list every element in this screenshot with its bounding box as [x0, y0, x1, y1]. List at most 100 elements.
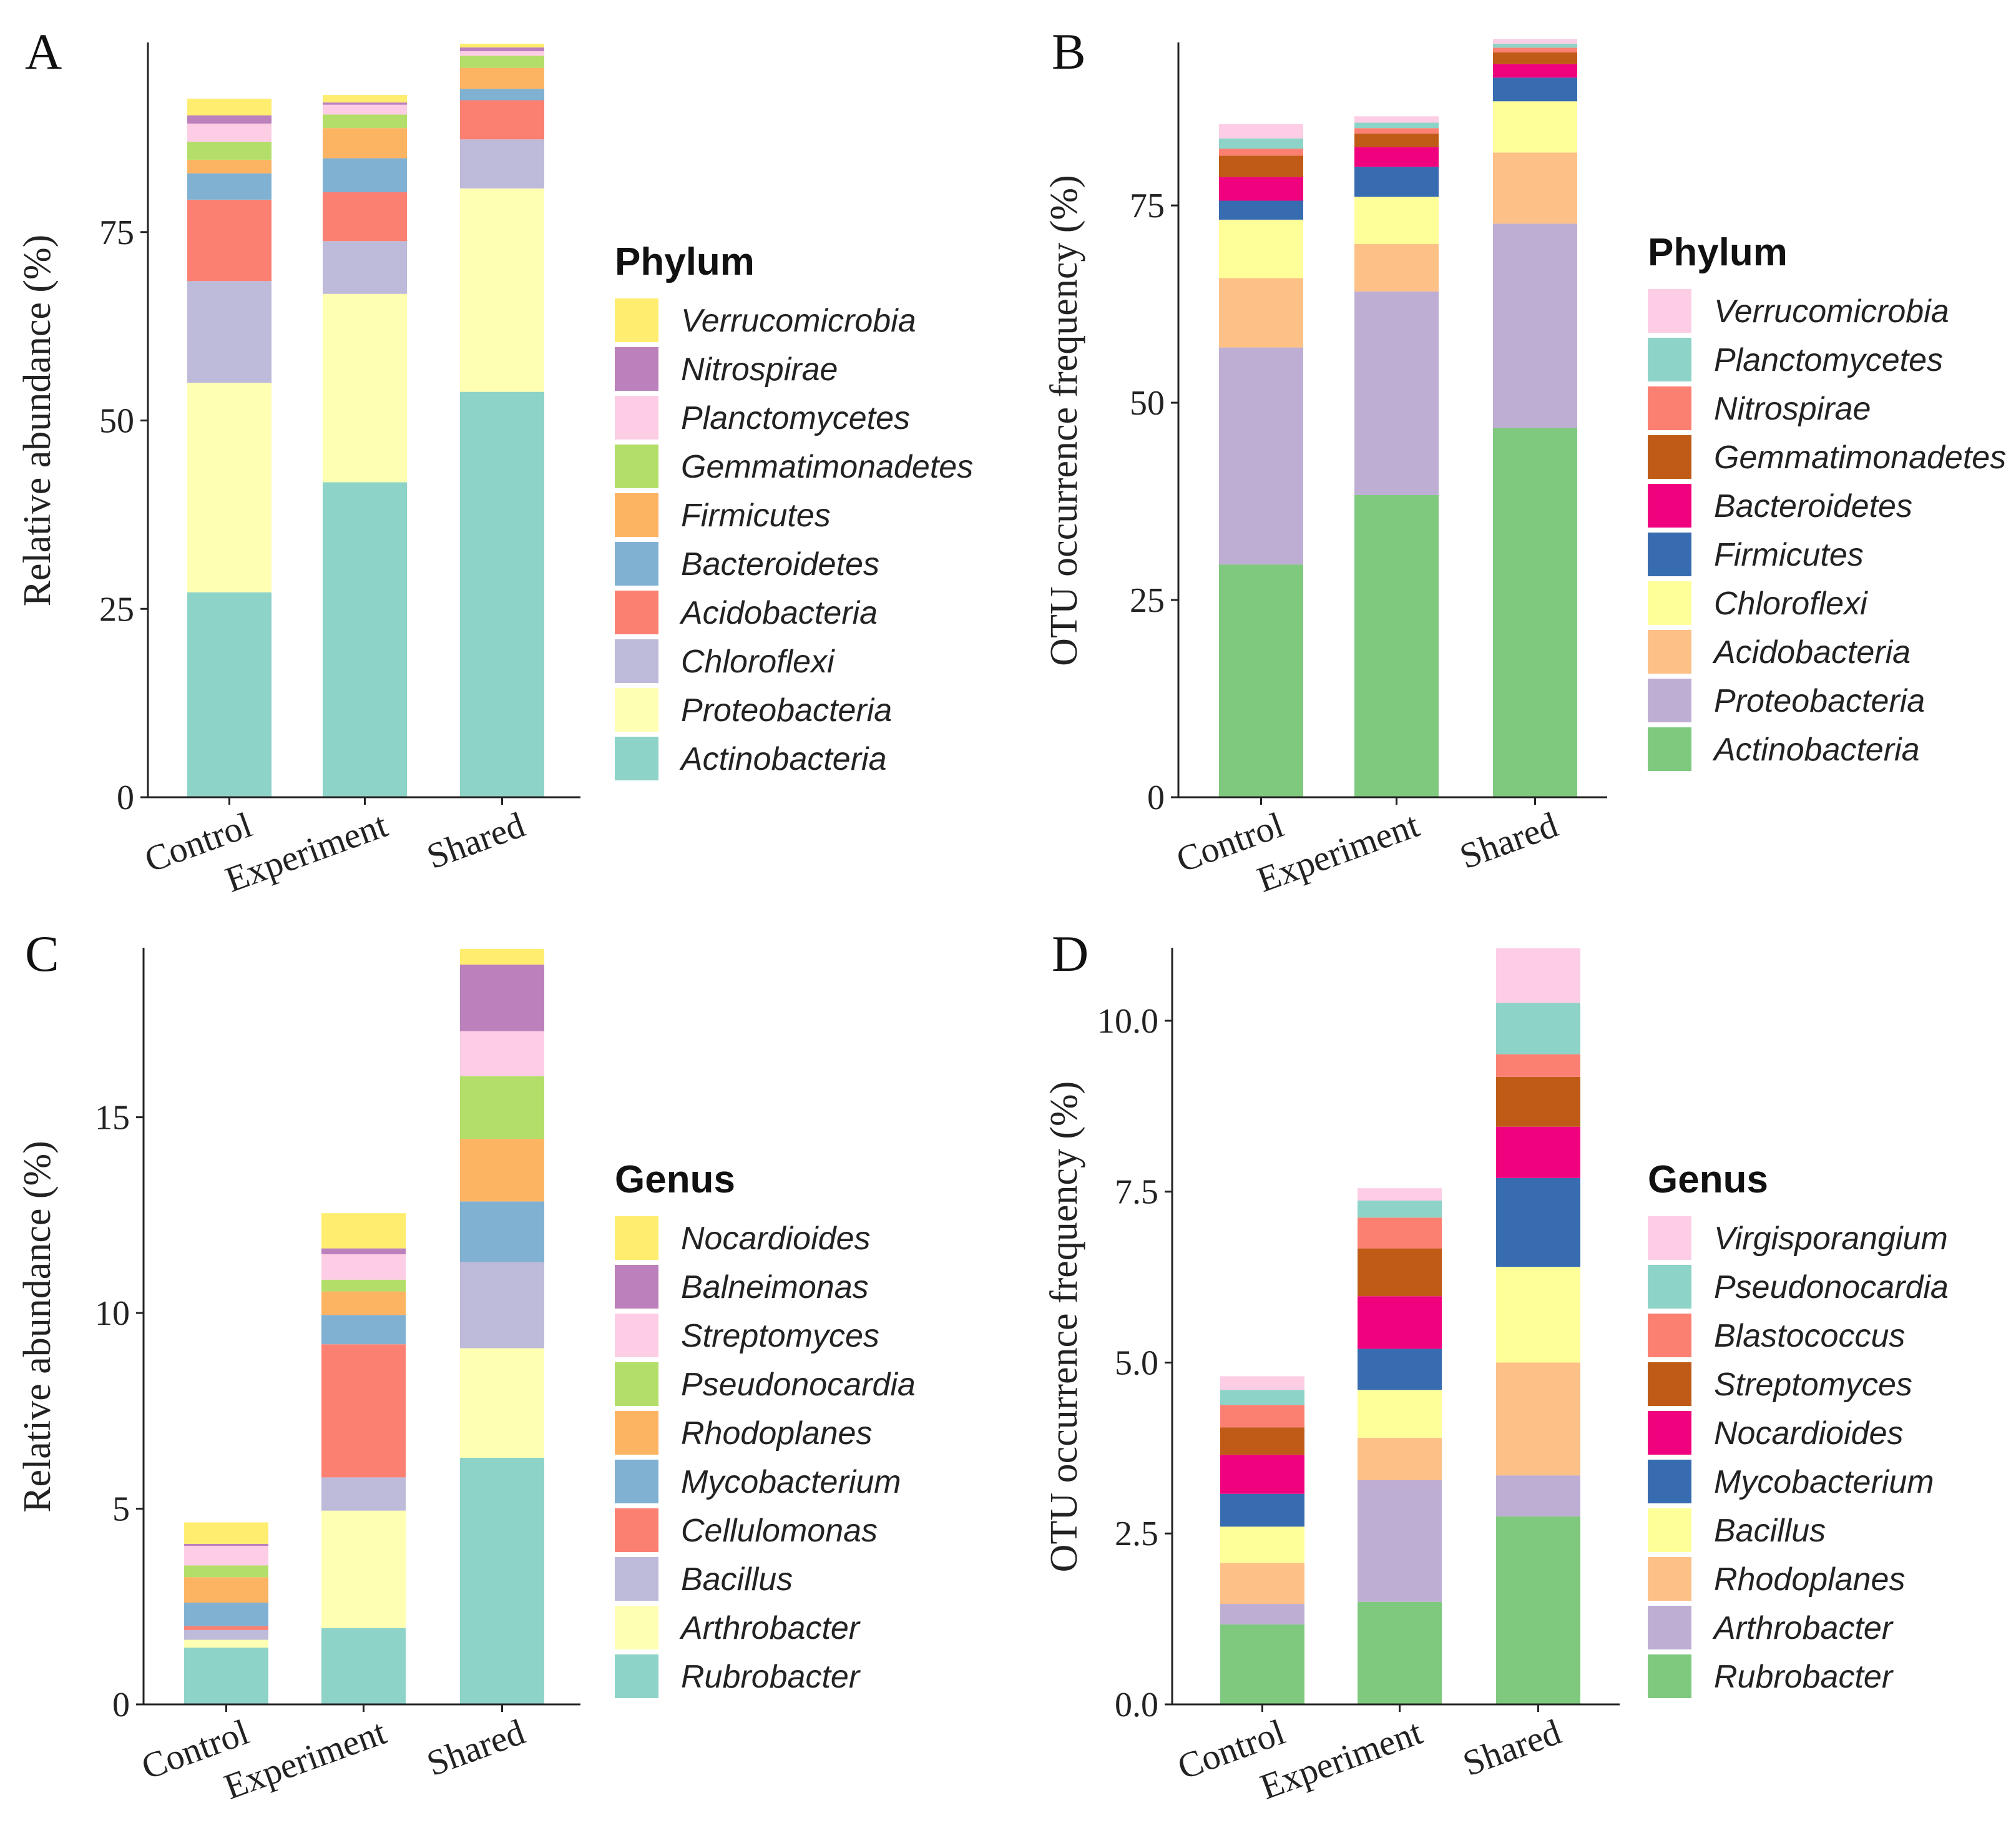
bar-segment-planctomycetes [1219, 138, 1303, 149]
bar-segment-verrucomicrobia [323, 95, 407, 103]
bar-segment-arthrobacter [1496, 1475, 1580, 1516]
legend-swatch [615, 688, 658, 732]
bar-segment-chloroflexi [1493, 101, 1577, 153]
legend-label: Nocardioides [681, 1221, 871, 1257]
legend-swatch [1648, 1460, 1691, 1503]
bar-segment-nitrospirae [460, 47, 544, 52]
bar-segment-rhodoplanes [1358, 1437, 1442, 1480]
legend-swatch [1648, 679, 1691, 722]
legend-swatch [615, 1265, 658, 1309]
legend-item: Virgisporangium [1648, 1216, 1948, 1260]
bar-segment-planctomycetes [1493, 44, 1577, 48]
legend-item: Verrucomicrobia [1648, 289, 1949, 333]
bar-segment-proteobacteria [460, 188, 544, 392]
legend-title: Phylum [1648, 231, 1788, 274]
bar-segment-rhodoplanes [1496, 1362, 1580, 1476]
bar-segment-planctomycetes [1354, 122, 1439, 129]
bar-stack-shared [1493, 39, 1577, 797]
bar-segment-gemmatimonadetes [1493, 52, 1577, 64]
bar-segment-gemmatimonadetes [187, 141, 272, 160]
bar-segment-firmicutes [323, 128, 407, 159]
legend-label: Verrucomicrobia [1714, 293, 1949, 330]
y-tick-label: 50 [1130, 384, 1165, 423]
legend-swatch [615, 445, 658, 488]
legend-label: Bacteroidetes [1714, 488, 1912, 524]
legend-item: Acidobacteria [1648, 630, 1911, 674]
legend-item: Proteobacteria [615, 688, 892, 732]
bar-segment-nitrospirae [323, 102, 407, 105]
legend-title: Genus [615, 1158, 735, 1201]
bar-segment-mycobacterium [460, 1201, 544, 1262]
bar-segment-verrucomicrobia [187, 99, 272, 115]
bar-segment-nitrospirae [1219, 149, 1303, 156]
bar-segment-bacillus [321, 1477, 406, 1511]
legend-label: Blastococcus [1714, 1318, 1905, 1354]
legend-swatch [615, 639, 658, 683]
legend-item: Cellulomonas [615, 1508, 878, 1552]
legend-swatch [1648, 630, 1691, 674]
legend-swatch [1648, 435, 1691, 479]
bar-segment-bacteroidetes [187, 173, 272, 200]
legend-swatch [615, 1362, 658, 1406]
bar-segment-nitrospirae [1493, 47, 1577, 52]
legend-item: Rubrobacter [1648, 1654, 1894, 1698]
bar-segment-actinobacteria [1493, 428, 1577, 797]
bar-segment-nocardioides [460, 949, 544, 965]
y-axis-label: Relative abundance (%) [16, 1141, 59, 1513]
bar-segment-acidobacteria [187, 199, 272, 282]
y-tick-label: 75 [99, 214, 134, 252]
legend-item: Rubrobacter [615, 1654, 861, 1698]
y-tick-label: 25 [99, 590, 134, 629]
y-tick-label: 0.0 [1115, 1686, 1158, 1724]
bar-segment-acidobacteria [323, 192, 407, 242]
bar-segment-proteobacteria [1219, 347, 1303, 565]
legend-label: Bacillus [1714, 1513, 1826, 1549]
bar-segment-rubrobacter [184, 1648, 268, 1704]
bar-segment-balneimonas [184, 1543, 268, 1546]
panel-label: C [25, 925, 59, 982]
legend-swatch [1648, 484, 1691, 528]
legend-item: Gemmatimonadetes [615, 445, 973, 488]
bar-segment-bacteroidetes [1219, 177, 1303, 201]
bar-segment-rubrobacter [1358, 1601, 1442, 1704]
legend-item: Chloroflexi [1648, 581, 1868, 625]
bar-stack-shared [1496, 948, 1580, 1704]
legend-label: Acidobacteria [679, 595, 878, 631]
bar-segment-firmicutes [1493, 77, 1577, 102]
legend-swatch [615, 542, 658, 586]
bar-segment-acidobacteria [1219, 278, 1303, 348]
bar-segment-streptomyces [1220, 1427, 1304, 1455]
legend-title: Genus [1648, 1158, 1768, 1201]
legend-label: Arthrobacter [1712, 1610, 1894, 1646]
y-tick-label: 0 [112, 1686, 130, 1724]
bar-segment-acidobacteria [1493, 152, 1577, 224]
bar-segment-blastococcus [1220, 1405, 1304, 1428]
legend-item: Acidobacteria [615, 591, 878, 634]
y-tick-label: 5.0 [1115, 1344, 1158, 1382]
legend-item: Chloroflexi [615, 639, 835, 683]
legend-swatch [1648, 1314, 1691, 1357]
y-axis-label: OTU occurrence frequency (%) [1043, 175, 1085, 666]
bar-segment-cellulomonas [321, 1344, 406, 1478]
bar-stack-experiment [1354, 116, 1439, 797]
legend-swatch [615, 737, 658, 780]
bar-segment-verrucomicrobia [1354, 116, 1439, 123]
legend-swatch [1648, 1265, 1691, 1309]
bar-stack-experiment [323, 95, 407, 797]
bar-segment-virgisporangium [1358, 1188, 1442, 1201]
legend-item: Nitrospirae [615, 347, 838, 391]
legend-label: Streptomyces [1714, 1367, 1912, 1403]
legend-swatch [1648, 1606, 1691, 1649]
legend-item: Blastococcus [1648, 1314, 1905, 1357]
legend-item: Rhodoplanes [1648, 1557, 1905, 1601]
bar-stack-control [1219, 124, 1303, 797]
legend-swatch [615, 396, 658, 440]
bar-segment-nocardioides [1358, 1296, 1442, 1349]
bar-segment-planctomycetes [187, 123, 272, 142]
bar-segment-virgisporangium [1220, 1376, 1304, 1390]
bar-segment-nocardioides [184, 1522, 268, 1544]
panel-label: D [1052, 925, 1089, 982]
legend-swatch [1648, 581, 1691, 625]
